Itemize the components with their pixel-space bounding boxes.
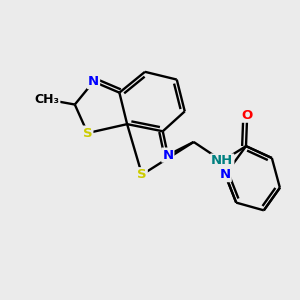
Text: N: N <box>220 168 231 181</box>
Text: S: S <box>137 168 147 181</box>
Text: S: S <box>83 127 92 140</box>
Text: N: N <box>88 75 99 88</box>
Text: O: O <box>242 109 253 122</box>
Text: NH: NH <box>211 154 233 167</box>
Text: N: N <box>162 148 173 162</box>
Text: CH₃: CH₃ <box>34 93 59 106</box>
